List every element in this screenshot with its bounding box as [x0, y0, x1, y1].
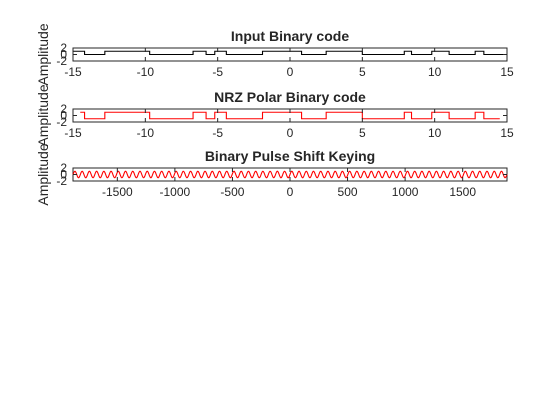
- x-tick-label: -10: [137, 65, 155, 79]
- x-tick-label: 5: [359, 65, 366, 79]
- plot-title: Binary Pulse Shift Keying: [205, 148, 375, 164]
- x-tick-label: -15: [64, 126, 82, 140]
- x-tick-label: 10: [428, 65, 442, 79]
- y-tick-label: -2: [56, 115, 67, 129]
- y-tick-label: 2: [60, 41, 67, 55]
- x-tick-label: 15: [500, 126, 514, 140]
- y-axis-label: Amplitude: [35, 143, 51, 205]
- x-tick-label: -5: [212, 126, 223, 140]
- series-line: [80, 111, 500, 120]
- y-tick-label: 0: [60, 48, 67, 62]
- y-axis-label: Amplitude: [35, 23, 51, 85]
- y-tick-label: 0: [60, 168, 67, 182]
- x-tick-label: 1500: [449, 185, 476, 199]
- y-tick-label: -2: [56, 54, 67, 68]
- series-line: [72, 170, 508, 179]
- x-tick-label: 0: [287, 185, 294, 199]
- y-tick-label: 2: [60, 102, 67, 116]
- y-axis-label: Amplitude: [35, 84, 51, 146]
- x-tick-label: -500: [220, 185, 244, 199]
- x-tick-label: 5: [359, 126, 366, 140]
- x-tick-label: 0: [287, 126, 294, 140]
- x-tick-label: -5: [212, 65, 223, 79]
- x-tick-label: 1000: [392, 185, 419, 199]
- x-tick-label: 500: [338, 185, 358, 199]
- y-tick-label: 0: [60, 109, 67, 123]
- y-tick-label: -2: [56, 174, 67, 188]
- x-tick-label: -1500: [102, 185, 133, 199]
- plot-title: Input Binary code: [231, 28, 349, 44]
- x-tick-label: -15: [64, 65, 82, 79]
- y-tick-label: 2: [60, 161, 67, 175]
- x-tick-label: -10: [137, 126, 155, 140]
- series-line: [73, 50, 507, 56]
- plot-title: NRZ Polar Binary code: [214, 89, 366, 105]
- x-tick-label: 15: [500, 65, 514, 79]
- x-tick-label: 10: [428, 126, 442, 140]
- x-tick-label: -1000: [160, 185, 191, 199]
- x-tick-label: 0: [287, 65, 294, 79]
